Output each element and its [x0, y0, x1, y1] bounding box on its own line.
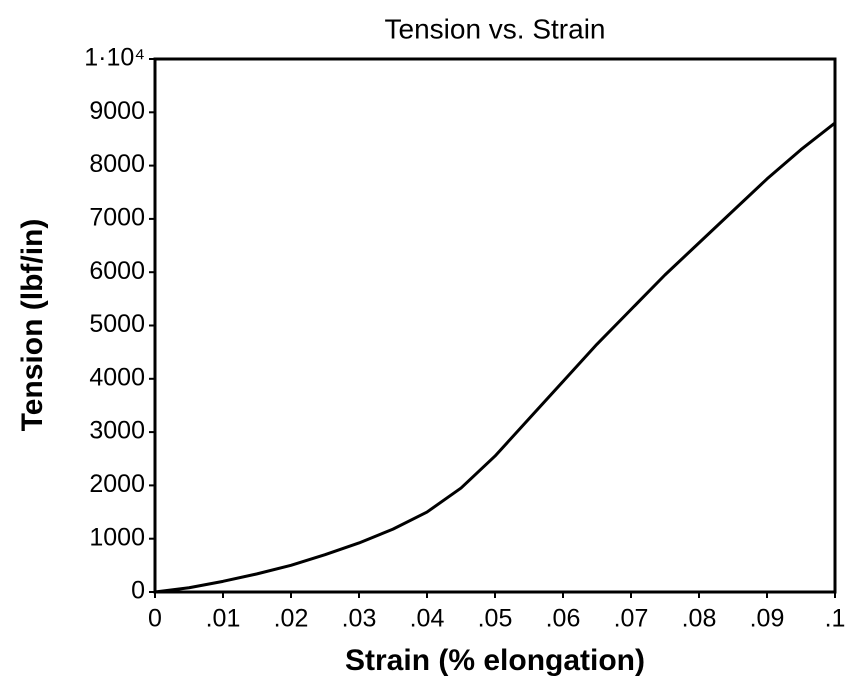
y-tick-label: 0	[131, 577, 145, 605]
y-tick-label: 3000	[89, 417, 145, 445]
x-tick-label: .01	[206, 605, 241, 633]
chart-title: Tension vs. Strain	[385, 13, 606, 44]
x-tick-label: .07	[614, 605, 649, 633]
y-tick-label: 8000	[89, 150, 145, 178]
y-tick-label: 6000	[89, 257, 145, 285]
x-axis-title: Strain (% elongation)	[345, 644, 645, 677]
x-tick-label: .05	[478, 605, 513, 633]
y-tick-label: 1·10⁴	[84, 44, 145, 72]
x-tick-label: .08	[682, 605, 717, 633]
y-axis-title: Tension (lbf/in)	[16, 219, 49, 432]
y-tick-label: 9000	[89, 97, 145, 125]
x-tick-label: .1	[825, 605, 846, 633]
y-tick-label: 1000	[89, 523, 145, 551]
x-tick-label: .09	[750, 605, 785, 633]
y-tick-label: 4000	[89, 363, 145, 391]
y-tick-label: 5000	[89, 310, 145, 338]
data-line	[154, 121, 836, 594]
y-tick-label: 7000	[89, 204, 145, 232]
x-tick-label: .06	[546, 605, 581, 633]
x-tick-label: .04	[410, 605, 445, 633]
x-tick-label: 0	[148, 605, 162, 633]
x-tick-label: .02	[274, 605, 309, 633]
x-tick-label: .03	[342, 605, 377, 633]
y-tick-label: 2000	[89, 470, 145, 498]
plot-frame	[153, 57, 837, 594]
